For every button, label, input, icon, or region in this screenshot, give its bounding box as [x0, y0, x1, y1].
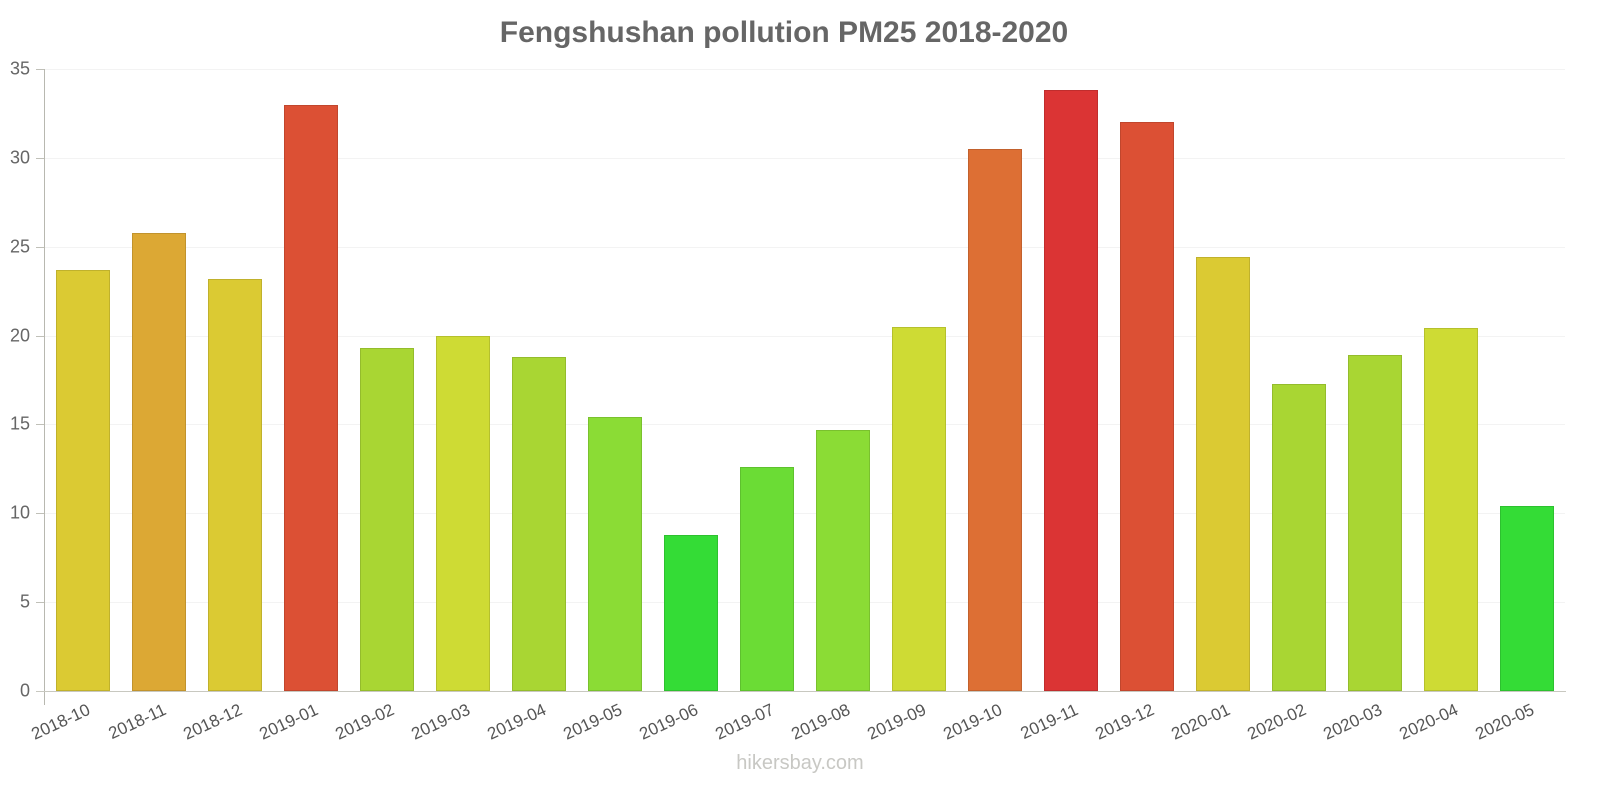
x-tick-label: 2020-04	[1396, 700, 1462, 744]
bar-2020-04[interactable]	[1424, 328, 1478, 691]
x-tick-label: 2019-11	[1017, 700, 1082, 744]
y-tick-mark	[36, 602, 45, 604]
bar-2018-12[interactable]	[208, 278, 262, 691]
y-tick-label: 5	[19, 591, 30, 612]
plot-area	[45, 69, 1565, 691]
gridline	[45, 157, 1565, 159]
x-tick-label: 2019-01	[256, 700, 322, 744]
bar-2019-07[interactable]	[740, 467, 794, 691]
x-tick-label: 2019-10	[940, 700, 1006, 744]
x-tick-label: 2019-07	[712, 700, 778, 744]
y-tick-label: 35	[9, 58, 30, 79]
y-tick-label: 30	[9, 147, 30, 168]
y-tick-label: 0	[19, 680, 30, 701]
y-axis-line	[44, 69, 45, 705]
gridline	[45, 246, 1565, 248]
y-tick-mark	[36, 157, 45, 159]
x-tick-label: 2020-02	[1244, 700, 1310, 744]
bar-2019-08[interactable]	[816, 429, 870, 691]
x-tick-label: 2020-03	[1320, 700, 1386, 744]
bar-2019-02[interactable]	[360, 348, 414, 691]
bar-2018-10[interactable]	[56, 269, 110, 691]
x-tick-label: 2020-05	[1472, 700, 1538, 744]
x-tick-label: 2019-05	[560, 700, 626, 744]
bar-2019-11[interactable]	[1044, 90, 1098, 691]
y-tick-label: 25	[9, 236, 30, 257]
x-tick-label: 2019-12	[1092, 700, 1158, 744]
bar-2019-03[interactable]	[436, 335, 490, 691]
gridline	[45, 513, 1565, 515]
bar-2019-01[interactable]	[284, 104, 338, 691]
chart-title: Fengshushan pollution PM25 2018-2020	[499, 16, 1069, 49]
y-tick-mark	[36, 69, 45, 70]
bar-2020-02[interactable]	[1272, 383, 1326, 691]
x-tick-label: 2020-01	[1168, 700, 1234, 744]
x-tick-label: 2019-04	[484, 700, 550, 744]
bar-2019-06[interactable]	[664, 534, 718, 691]
bar-2020-03[interactable]	[1348, 355, 1402, 691]
bar-2019-12[interactable]	[1120, 122, 1174, 691]
y-tick-mark	[36, 246, 45, 248]
y-tick-mark	[36, 424, 45, 426]
bar-2019-10[interactable]	[968, 148, 1022, 691]
y-tick-mark	[36, 513, 45, 515]
bar-2019-04[interactable]	[512, 356, 566, 691]
bar-2020-05[interactable]	[1500, 506, 1554, 691]
bar-2019-09[interactable]	[892, 326, 946, 691]
watermark: hikersbay.com	[736, 752, 864, 774]
bar-2019-05[interactable]	[588, 417, 642, 691]
gridline	[45, 69, 1565, 70]
x-tick-label: 2019-08	[788, 700, 854, 744]
bar-2020-01[interactable]	[1196, 257, 1250, 691]
x-tick-label: 2019-03	[408, 700, 474, 744]
bar-2018-11[interactable]	[132, 232, 186, 691]
gridline	[45, 424, 1565, 426]
x-tick-label: 2018-11	[105, 700, 170, 744]
x-tick-label: 2019-09	[864, 700, 930, 744]
x-axis-line	[36, 691, 1566, 692]
y-tick-label: 10	[9, 502, 30, 523]
y-tick-mark	[36, 335, 45, 337]
y-tick-label: 15	[9, 413, 30, 434]
x-tick-label: 2019-06	[636, 700, 702, 744]
x-tick-label: 2019-02	[332, 700, 398, 744]
gridline	[45, 335, 1565, 337]
y-tick-label: 20	[9, 325, 30, 346]
x-tick-label: 2018-12	[180, 700, 246, 744]
gridline	[45, 602, 1565, 604]
x-tick-label: 2018-10	[28, 700, 94, 744]
